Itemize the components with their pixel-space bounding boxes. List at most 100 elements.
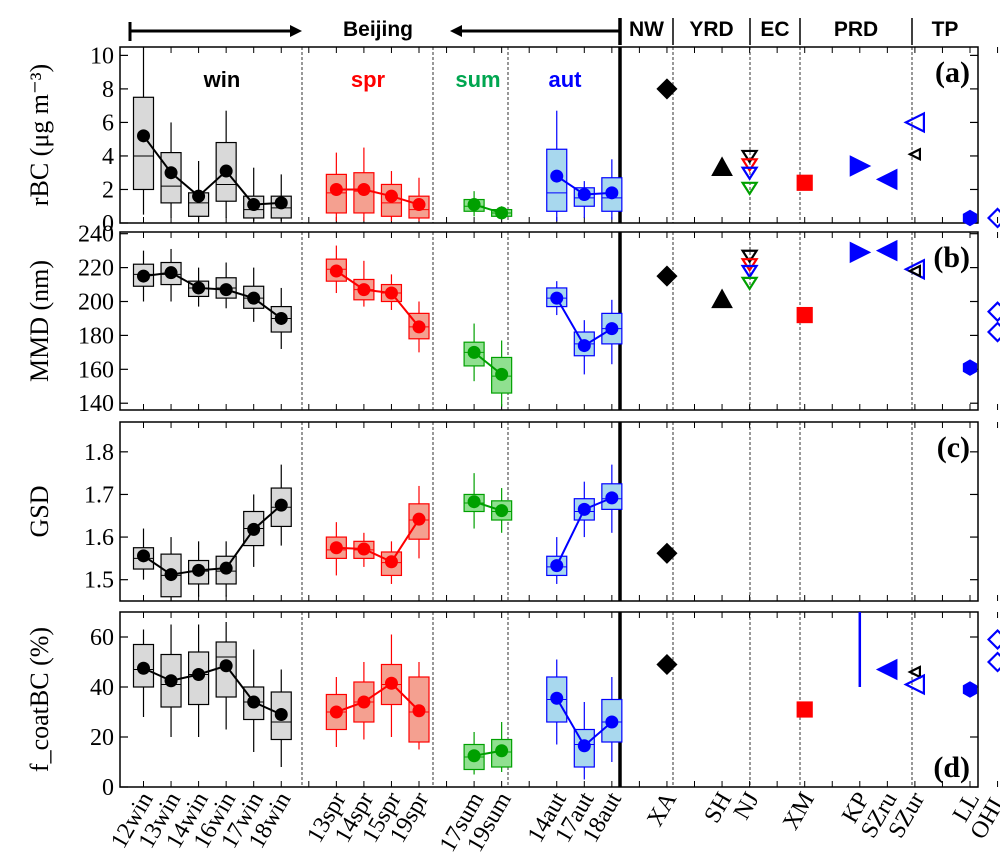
y-tick-label: 8 <box>102 77 114 103</box>
site-marker-sh <box>711 156 733 176</box>
y-axis-label: MMD (nm) <box>25 260 54 382</box>
region-label-ec: EC <box>760 18 789 41</box>
data-point-win <box>192 563 206 577</box>
data-point-sum <box>495 744 509 758</box>
series-line-spr <box>336 681 420 713</box>
site-marker-kp <box>849 155 872 177</box>
site-marker-ohl <box>986 651 1000 673</box>
panel-c: 1.5 1.6 1.7 1.8 GSD (c) <box>25 421 999 602</box>
region-label-nw: NW <box>629 18 664 41</box>
region-label-yrd: YRD <box>689 18 733 41</box>
region-labels: NW YRD EC PRD TP <box>618 18 959 45</box>
site-marker-ohl <box>986 628 1000 651</box>
y-tick-label: 2 <box>102 177 114 203</box>
data-point-spr <box>357 695 371 709</box>
data-point-win <box>219 283 233 297</box>
data-point-spr <box>412 704 426 718</box>
panel-label: (b) <box>933 241 970 274</box>
panel-frame <box>119 46 979 224</box>
panel-label: (c) <box>937 431 970 464</box>
x-tick-label: XA <box>642 787 682 831</box>
data-point-win <box>247 291 261 305</box>
data-point-win <box>137 129 150 143</box>
y-tick-label: 1.8 <box>84 440 114 466</box>
data-point-win <box>219 561 233 575</box>
city-label: Beijing <box>343 18 413 41</box>
series-line-spr <box>335 270 420 328</box>
data-point-win <box>247 198 261 212</box>
data-point-win <box>164 674 178 688</box>
data-point-spr <box>357 182 371 196</box>
data-point-spr <box>357 542 371 556</box>
y-axis-label: GSD <box>25 485 54 537</box>
panel-b: 140 160 180 200 220 240 MMD (nm) (b) <box>25 222 1000 417</box>
region-label-prd: PRD <box>834 18 878 41</box>
y-tick-label: 1.7 <box>84 482 114 508</box>
y-tick-label: 60 <box>90 625 114 651</box>
data-point-win <box>274 196 288 210</box>
site-marker-xa <box>656 653 678 676</box>
data-point-win <box>274 311 288 325</box>
data-point-aut <box>550 691 564 705</box>
data-point-win <box>247 695 261 709</box>
data-point-aut <box>605 715 619 729</box>
panel-frame <box>119 421 979 602</box>
arrow-right-icon <box>290 25 302 37</box>
data-point-win <box>164 166 178 180</box>
data-point-aut <box>577 739 591 753</box>
data-point-spr <box>329 264 343 278</box>
region-label-tp: TP <box>932 18 959 41</box>
season-label-aut: aut <box>549 67 583 92</box>
site-marker-ohl <box>986 321 1000 343</box>
data-point-win <box>219 164 233 178</box>
season-label-spr: spr <box>351 67 386 92</box>
data-point-aut <box>605 491 619 505</box>
y-tick-label: 1.5 <box>84 568 114 594</box>
data-point-win <box>192 668 206 681</box>
y-tick-label: 10 <box>90 43 114 69</box>
header: Beijing NW YRD EC PRD TP <box>128 18 959 45</box>
site-marker-szur <box>907 264 922 278</box>
site-marker-ll <box>962 209 978 227</box>
site-marker-ohl <box>986 207 1000 229</box>
y-tick-label: 160 <box>78 357 114 383</box>
data-point-spr <box>329 182 343 196</box>
site-marker-xm <box>796 174 813 191</box>
y-axis-label: rBC (μg m⁻³) <box>25 64 54 206</box>
box <box>132 96 155 191</box>
data-point-win <box>192 189 206 203</box>
site-marker-nj <box>740 249 759 264</box>
site-marker-nj <box>740 264 759 280</box>
data-point-aut <box>605 186 619 200</box>
panel-frame <box>119 231 979 411</box>
site-marker-nj <box>740 158 759 173</box>
site-marker-nj <box>740 258 759 273</box>
panel-label: (d) <box>933 751 970 784</box>
y-tick-label: 180 <box>78 323 114 349</box>
site-marker-xm <box>796 701 813 718</box>
data-point-aut <box>550 559 564 573</box>
y-tick-label: 140 <box>78 391 114 417</box>
data-point-spr <box>384 189 398 203</box>
y-tick-label: 220 <box>78 256 114 282</box>
site-marker-xa <box>656 542 678 564</box>
site-marker-nj <box>740 276 759 291</box>
y-tick-label: 0 <box>102 211 114 237</box>
panel-d: 0 20 40 60 f_coatBC (%) (d) <box>25 611 1000 801</box>
panel-a: 0 2 4 6 8 10 rBC (μg m⁻³) (a) win spr sum aut <box>25 43 1000 237</box>
panel-label: (a) <box>935 56 970 89</box>
site-marker-szur <box>907 665 922 679</box>
y-tick-label: 20 <box>90 725 114 751</box>
data-point-aut <box>550 169 564 183</box>
data-point-win <box>247 522 261 536</box>
data-point-sum <box>495 206 509 220</box>
site-marker-szur <box>903 111 926 134</box>
data-point-win <box>192 281 206 295</box>
season-label-win: win <box>203 67 241 92</box>
data-point-sum <box>467 749 481 763</box>
data-point-spr <box>412 512 426 526</box>
data-point-spr <box>384 555 398 569</box>
data-point-sum <box>495 504 509 518</box>
data-point-spr <box>412 320 426 334</box>
